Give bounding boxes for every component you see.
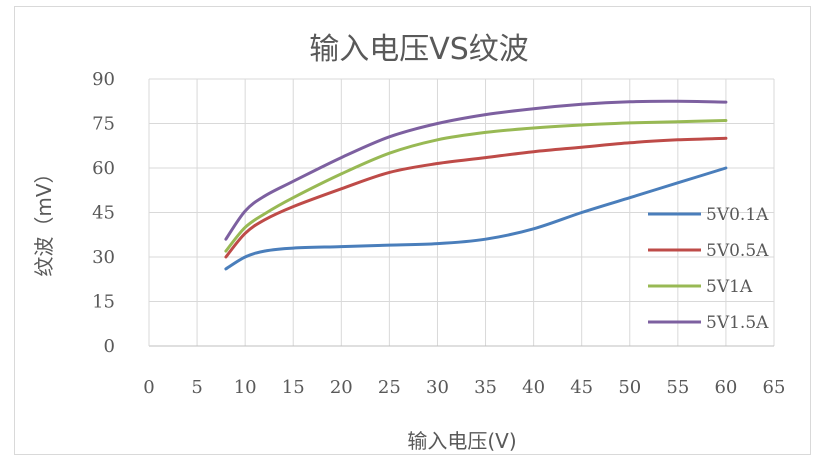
series-line-1 <box>224 136 728 259</box>
x-tick-label: 45 <box>570 377 593 398</box>
x-tick-label: 60 <box>714 377 737 398</box>
x-tick-label: 65 <box>763 377 786 398</box>
legend: 5V0.1A 5V0.5A 5V1A 5V1.5A <box>648 205 769 333</box>
x-tick-label: 30 <box>426 377 449 398</box>
y-tick-label: 60 <box>92 158 115 179</box>
y-tick-labels: 0 15 30 45 60 75 90 <box>92 69 115 357</box>
x-axis-title: 输入电压(V) <box>407 429 516 453</box>
series-line-2 <box>224 119 728 253</box>
chart-frame: 0 15 30 45 60 75 90 0 5 10 15 20 25 30 35 40 45 50 55 60 65… <box>14 6 811 455</box>
legend-label: 5V0.1A <box>706 205 769 225</box>
y-tick-label: 75 <box>92 114 115 135</box>
x-tick-labels: 0 5 10 15 20 25 30 35 40 45 50 55 60 65 <box>143 377 785 398</box>
x-tick-label: 50 <box>618 377 641 398</box>
series-line-3 <box>224 99 728 241</box>
x-tick-label: 20 <box>330 377 353 398</box>
x-tick-label: 25 <box>378 377 401 398</box>
x-tick-label: 55 <box>666 377 689 398</box>
y-tick-label: 90 <box>92 69 115 90</box>
y-tick-label: 15 <box>92 292 115 313</box>
y-tick-label: 30 <box>92 247 115 268</box>
chart-title: 输入电压VS纹波 <box>309 32 529 67</box>
x-tick-label: 35 <box>474 377 497 398</box>
x-tick-label: 0 <box>143 377 154 398</box>
y-axis-title: 纹波（mV） <box>32 163 56 276</box>
legend-label: 5V0.5A <box>706 241 769 261</box>
legend-label: 5V1.5A <box>706 313 769 333</box>
x-tick-label: 5 <box>191 377 202 398</box>
series-line-0 <box>224 166 728 271</box>
x-tick-label: 40 <box>522 377 545 398</box>
axes <box>148 79 774 347</box>
line-chart: 0 15 30 45 60 75 90 0 5 10 15 20 25 30 35 40 45 50 55 60 65… <box>32 32 785 453</box>
y-tick-label: 45 <box>92 203 115 224</box>
x-tick-label: 10 <box>234 377 257 398</box>
x-tick-label: 15 <box>282 377 305 398</box>
series-lines <box>224 99 728 271</box>
legend-label: 5V1A <box>706 277 753 297</box>
y-tick-label: 0 <box>104 336 115 357</box>
